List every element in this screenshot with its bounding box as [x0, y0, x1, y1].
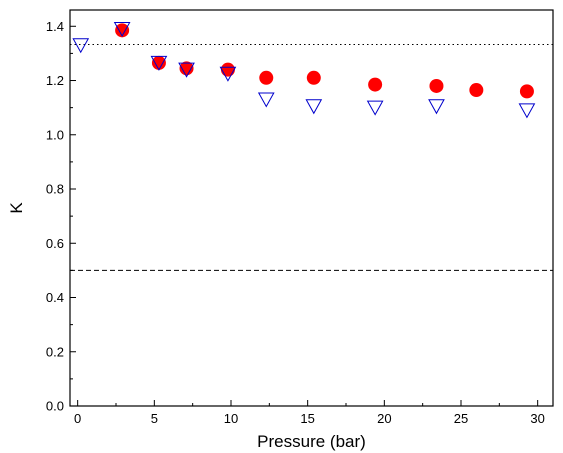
x-axis-title: Pressure (bar)	[257, 432, 366, 451]
y-tick-label: 1.0	[46, 127, 64, 142]
x-tick-label: 25	[454, 411, 468, 426]
y-tick-label: 1.4	[46, 19, 64, 34]
y-tick-label: 0.2	[46, 344, 64, 359]
data-point-circle	[429, 78, 444, 93]
data-point-triangle	[178, 62, 195, 78]
y-tick-label: 0.4	[46, 290, 64, 305]
x-axis-ticks: 0 5 10 15 20 25 30	[74, 400, 545, 426]
data-point-triangle	[366, 100, 384, 116]
y-axis-ticks: 0.0 0.2 0.4 0.6 0.8 1.0 1.2 1.4	[46, 19, 76, 414]
x-tick-label: 15	[300, 411, 314, 426]
data-point-circle	[469, 83, 484, 98]
data-series	[72, 21, 536, 119]
data-point-triangle	[305, 99, 323, 115]
plot-frame	[69, 9, 554, 407]
y-tick-label: 0.0	[46, 399, 64, 414]
data-point-triangle	[428, 99, 445, 115]
data-point-circle	[368, 77, 383, 92]
series-triangle-down-open	[72, 21, 536, 119]
y-tick-label: 0.6	[46, 236, 64, 251]
data-point-circle	[151, 55, 166, 70]
data-point-triangle	[257, 92, 275, 108]
data-point-triangle	[72, 38, 90, 54]
x-tick-label: 30	[530, 411, 544, 426]
y-axis-title: K	[7, 202, 26, 214]
data-point-triangle	[518, 103, 536, 119]
data-point-circle	[519, 84, 534, 99]
x-tick-label: 0	[74, 411, 81, 426]
x-tick-label: 20	[377, 411, 391, 426]
reference-lines	[70, 43, 553, 271]
axes: 0 5 10 15 20 25 30 0.0 0.2 0.4 0.6 0.8 1.0 1.2 1.4	[46, 9, 554, 426]
data-point-circle	[259, 70, 274, 85]
data-point-triangle	[219, 66, 237, 82]
series-circle-filled	[115, 23, 534, 99]
data-point-circle	[306, 70, 321, 85]
x-tick-label: 10	[224, 411, 238, 426]
data-point-triangle	[150, 55, 168, 71]
data-point-triangle	[113, 21, 131, 38]
y-tick-label: 1.2	[46, 73, 64, 88]
data-point-circle	[115, 23, 130, 38]
data-point-circle	[179, 61, 194, 76]
y-tick-label: 0.8	[46, 182, 64, 197]
data-point-circle	[220, 62, 235, 77]
x-tick-label: 5	[151, 411, 158, 426]
